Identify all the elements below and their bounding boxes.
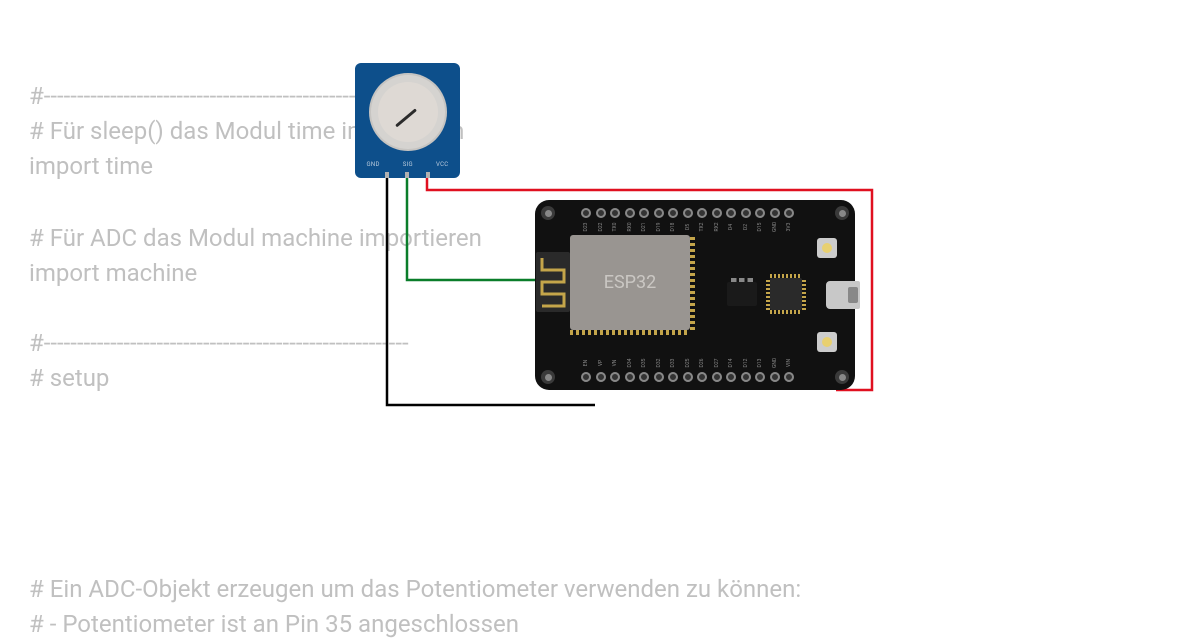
pin-label: D18 xyxy=(670,222,676,232)
pin-header-bottom xyxy=(581,372,794,382)
pin-label: TX0 xyxy=(612,222,618,232)
mount-hole xyxy=(835,206,849,220)
pin-label: VN xyxy=(612,358,618,368)
pin-label: D5 xyxy=(685,222,691,232)
pin-labels-bottom: EN VP VN D34 D35 D32 D33 D25 D26 D27 D14 D12 D13 GND V… xyxy=(581,360,794,366)
code-line: import machine xyxy=(29,259,197,287)
pot-pins xyxy=(355,172,460,178)
pin-label: D19 xyxy=(656,222,662,232)
pot-indicator xyxy=(395,108,417,127)
pin-gnd xyxy=(770,372,780,382)
pin-label: D25 xyxy=(685,358,691,368)
potentiometer-module: GND SIG VCC xyxy=(355,63,460,178)
pin-d26 xyxy=(697,372,707,382)
pin-d4 xyxy=(726,208,736,218)
pot-knob-inner xyxy=(378,82,438,142)
pot-pin xyxy=(385,172,389,178)
pin-d27 xyxy=(712,372,722,382)
pin-label: D35 xyxy=(641,358,647,368)
usb-chip xyxy=(770,278,802,310)
pin-label: D26 xyxy=(699,358,705,368)
pin-3v3 xyxy=(784,208,794,218)
pin-d21 xyxy=(639,208,649,218)
pin-rx0 xyxy=(625,208,635,218)
pin-vn xyxy=(610,372,620,382)
pin-label: D13 xyxy=(757,358,763,368)
pot-pin xyxy=(426,172,430,178)
pin-d34 xyxy=(625,372,635,382)
pot-label-gnd: GND xyxy=(367,161,380,168)
micro-usb-port xyxy=(826,281,860,309)
pin-label: RX2 xyxy=(714,222,720,232)
pin-label: 3V3 xyxy=(786,222,792,232)
code-line: #---------------------------------------… xyxy=(29,329,409,357)
pin-label: VP xyxy=(598,358,604,368)
pin-d25 xyxy=(683,372,693,382)
pin-vin xyxy=(784,372,794,382)
pot-label-sig: SIG xyxy=(403,161,413,168)
pot-pin-labels: GND SIG VCC xyxy=(355,161,460,168)
pin-label: D32 xyxy=(656,358,662,368)
pin-d19 xyxy=(654,208,664,218)
pot-pin xyxy=(405,172,409,178)
pin-labels-top: D23 D22 TX0 RX0 D21 D19 D18 D5 TX2 RX2 D4 D2 D15 GND 3… xyxy=(581,224,794,230)
pot-label-vcc: VCC xyxy=(436,161,449,168)
pin-label: GND xyxy=(772,222,778,232)
pin-d18 xyxy=(668,208,678,218)
pin-d2 xyxy=(741,208,751,218)
code-line: # - Potentiometer ist an Pin 35 angeschl… xyxy=(29,610,519,638)
pin-label: TX2 xyxy=(699,222,705,232)
pin-label: D27 xyxy=(714,358,720,368)
pin-label: D2 xyxy=(743,222,749,232)
reset-button[interactable] xyxy=(817,332,837,352)
pin-d35 xyxy=(639,372,649,382)
pin-label: VIN xyxy=(786,358,792,368)
mount-hole xyxy=(541,370,555,384)
pin-tx0 xyxy=(610,208,620,218)
pin-d5 xyxy=(683,208,693,218)
pin-label: D4 xyxy=(728,222,734,232)
pin-vp xyxy=(596,372,606,382)
pin-label: D14 xyxy=(728,358,734,368)
mount-hole xyxy=(835,370,849,384)
pin-d33 xyxy=(668,372,678,382)
code-line: # Für ADC das Modul machine importieren xyxy=(29,224,482,252)
esp-antenna xyxy=(536,252,570,312)
pin-d13 xyxy=(755,372,765,382)
pin-rx2 xyxy=(712,208,722,218)
esp-label: ESP32 xyxy=(604,272,657,293)
pin-d12 xyxy=(741,372,751,382)
pin-label: D21 xyxy=(641,222,647,232)
pin-d15 xyxy=(755,208,765,218)
pin-label: EN xyxy=(583,358,589,368)
pin-gnd xyxy=(770,208,780,218)
pin-tx2 xyxy=(697,208,707,218)
boot-button[interactable] xyxy=(817,238,837,258)
pin-label: D34 xyxy=(627,358,633,368)
pin-label: D15 xyxy=(757,222,763,232)
mount-hole xyxy=(541,206,555,220)
pot-knob xyxy=(369,73,447,151)
code-line: # Ein ADC-Objekt erzeugen um das Potenti… xyxy=(29,575,801,603)
pin-label: D33 xyxy=(670,358,676,368)
pin-d22 xyxy=(596,208,606,218)
pin-label: D23 xyxy=(583,222,589,232)
pin-d14 xyxy=(726,372,736,382)
voltage-regulator xyxy=(727,282,757,306)
esp-shield: ESP32 xyxy=(570,235,690,330)
pin-en xyxy=(581,372,591,382)
pin-label: GND xyxy=(772,358,778,368)
pin-header-top xyxy=(581,208,794,218)
code-line: # setup xyxy=(29,364,109,392)
pin-d32 xyxy=(654,372,664,382)
code-line: #---------------------------------------… xyxy=(29,82,409,110)
pin-label: D22 xyxy=(598,222,604,232)
pin-d23 xyxy=(581,208,591,218)
code-line: import time xyxy=(29,152,153,180)
pin-label: RX0 xyxy=(627,222,633,232)
pin-label: D12 xyxy=(743,358,749,368)
esp32-board: ESP32 D23D22TX0RX0D21D19D18D5TX2RX2D4D2D… xyxy=(535,200,855,390)
